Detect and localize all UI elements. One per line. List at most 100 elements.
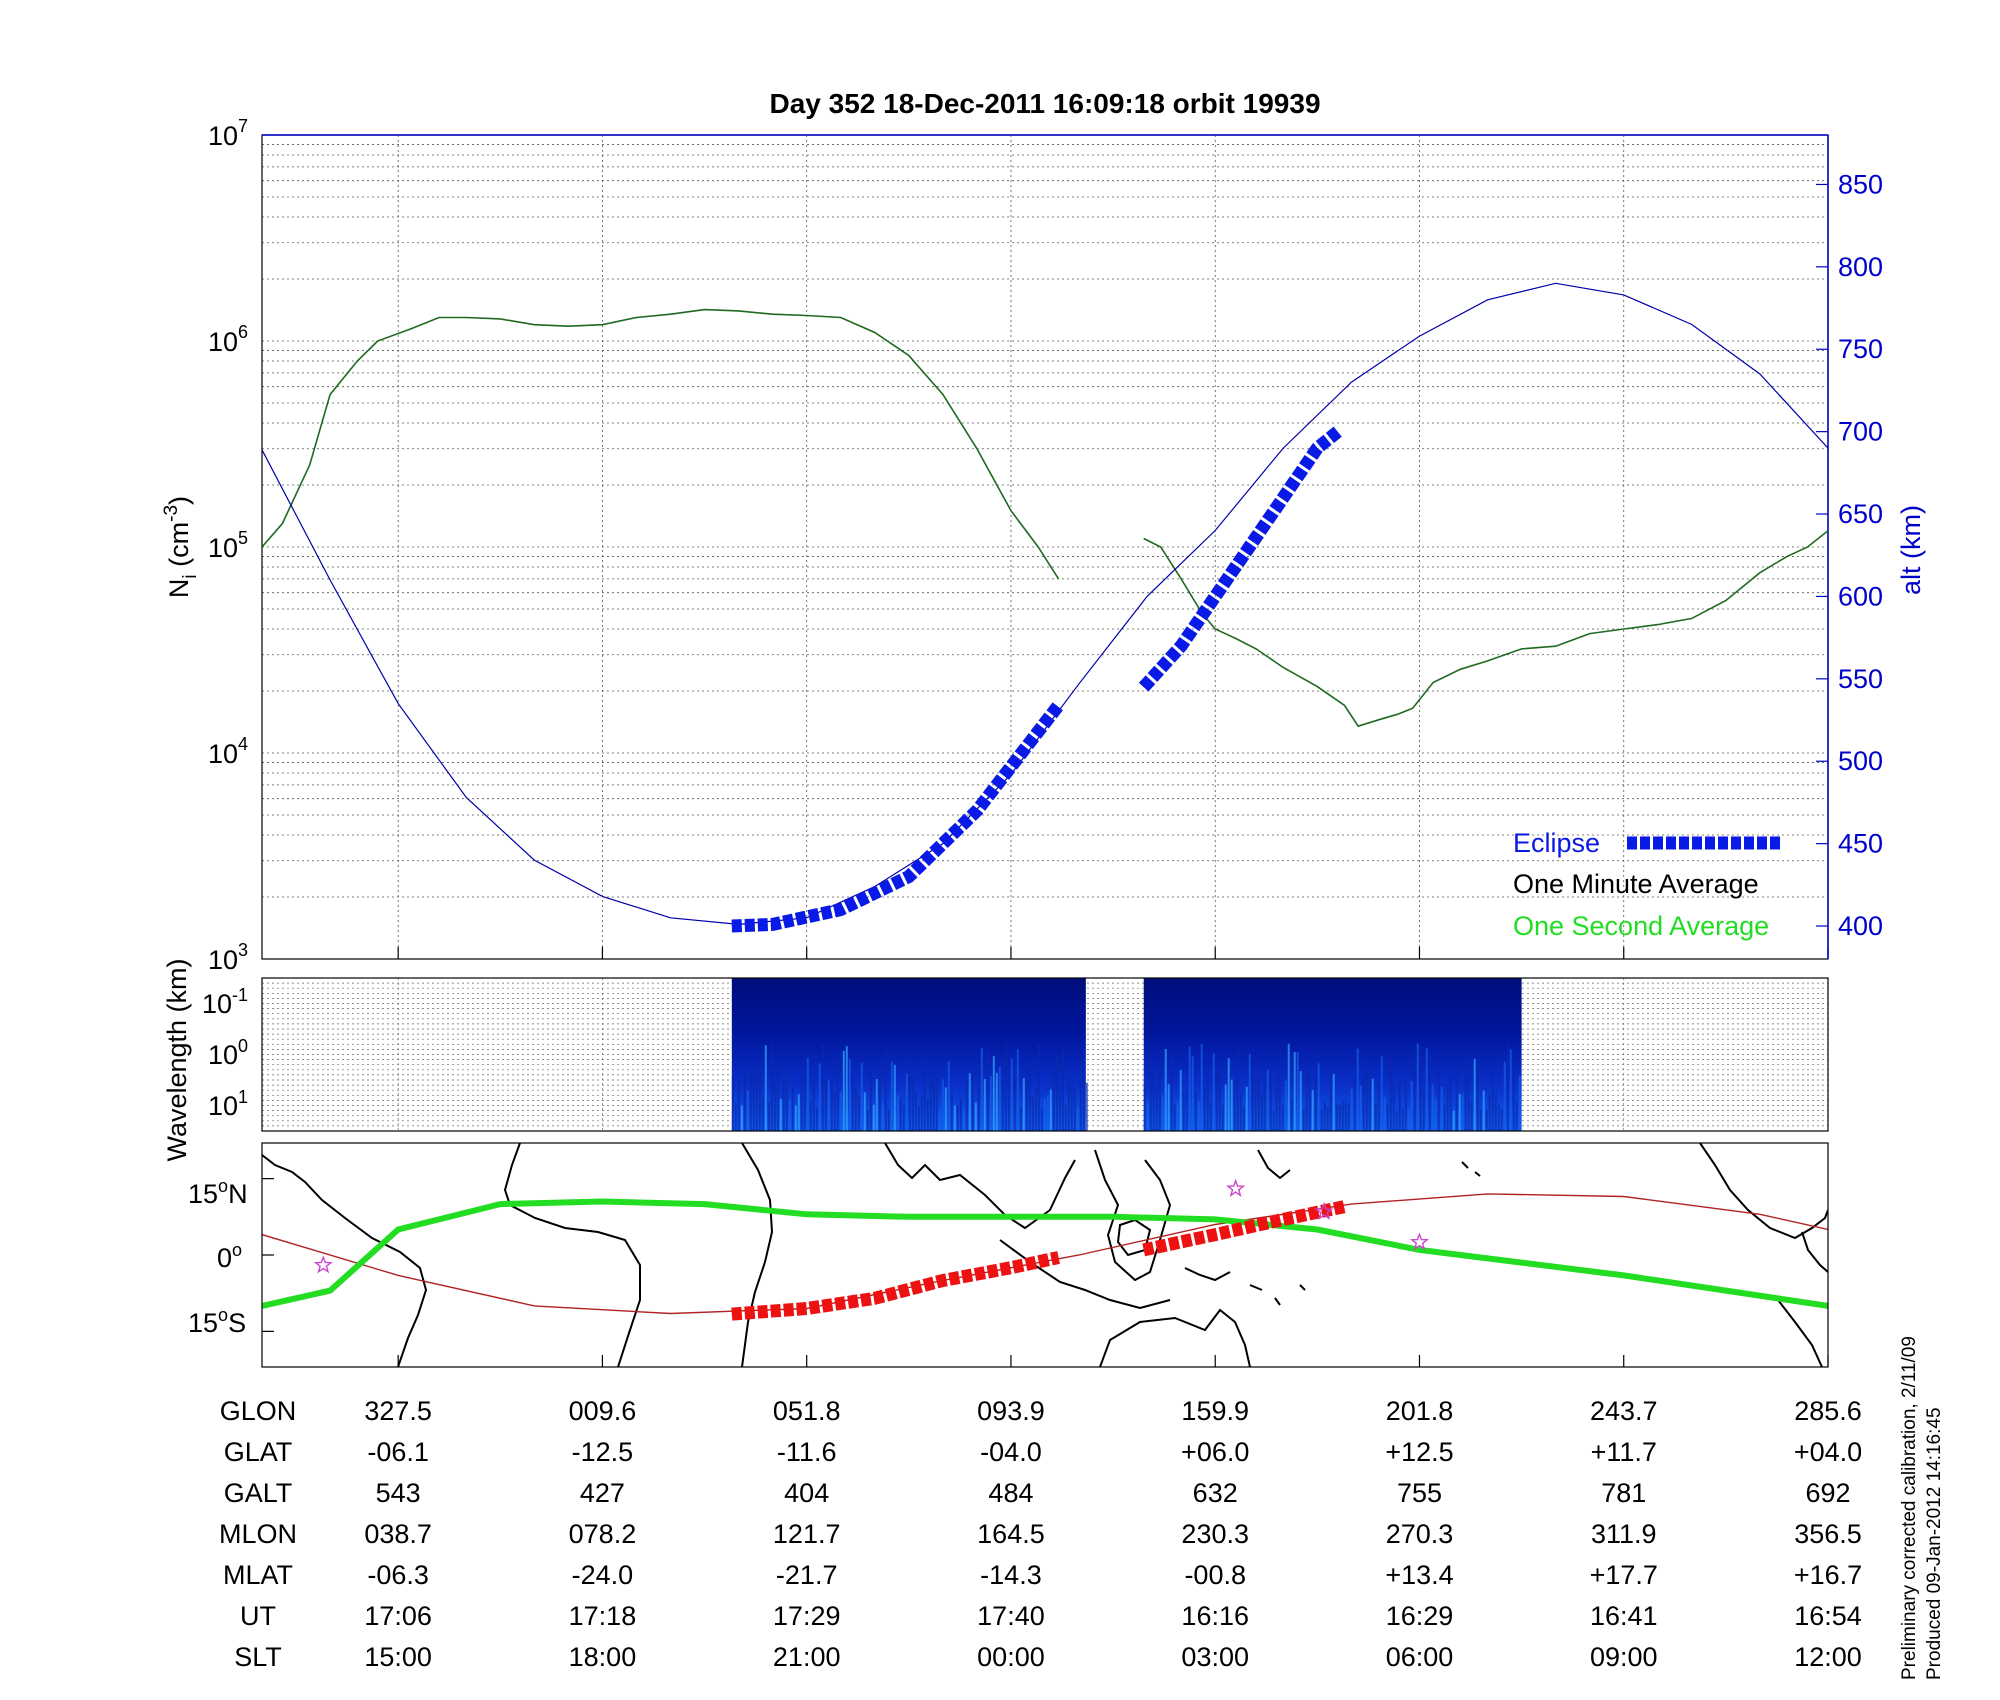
table-cell: +17.7 (1590, 1560, 1658, 1590)
spectrogram-streak (776, 1063, 779, 1131)
spectrogram (731, 978, 1522, 1131)
spectrogram-streak (1509, 1049, 1512, 1131)
orbit-parameter-table: GLON 327.5 009.6 051.8 093.9 159.9 201.8 243.7 2… (219, 1396, 1862, 1672)
map-panel-frame (261, 1142, 1829, 1368)
spectrogram-streak (962, 1108, 965, 1131)
spectrogram-streak (986, 1048, 989, 1131)
spectrogram-streak (1224, 1084, 1227, 1131)
footnote-line1: Preliminary corrected calibration, 2/11/… (1899, 1336, 1920, 1680)
spectrogram-streak (1242, 1107, 1245, 1131)
spectrogram-streak (1191, 1055, 1194, 1131)
spectrogram-streak (767, 1102, 770, 1131)
spectrogram-panel: 10-1 100 101 Wavelength (km) (162, 958, 1829, 1162)
table-cell: -11.6 (777, 1437, 837, 1467)
spectrogram-streak (1149, 1051, 1152, 1131)
spectrogram-streak (1206, 1072, 1209, 1131)
y-tick-label: 103 (208, 940, 248, 975)
spectrogram-streak (1410, 1080, 1413, 1131)
table-cell: 781 (1601, 1478, 1646, 1508)
table-cell: 16:41 (1590, 1601, 1658, 1631)
spectrogram-streak (791, 1086, 794, 1131)
table-cell: -04.0 (980, 1437, 1042, 1467)
table-cell: 18:00 (569, 1642, 637, 1672)
spectrogram-streak (1164, 1048, 1167, 1131)
spectrogram-streak (1290, 1099, 1293, 1131)
spectrogram-streak (1500, 1108, 1503, 1131)
spectrogram-streak (764, 1045, 767, 1131)
coastline-pacific-islands (1184, 1267, 1306, 1306)
track-eclipse-series (731, 1200, 1346, 1321)
spectrogram-streak (1398, 1060, 1401, 1131)
spectrogram-streak (908, 1051, 911, 1131)
spectrogram-streak (1311, 1090, 1314, 1131)
y2-axis-ticks: 850 800 750 700 650 600 550 500 450 400 (1816, 169, 1883, 941)
spectrogram-streak (854, 1088, 857, 1131)
spectrogram-streak (1028, 1063, 1031, 1131)
spectrogram-streak (911, 1076, 914, 1131)
spectrogram-streak (1284, 1080, 1287, 1131)
spectrogram-streak (1275, 1078, 1278, 1131)
spectrogram-streak (995, 1072, 998, 1131)
spectrogram-streak (1323, 1102, 1326, 1131)
spectrogram-streak (917, 1106, 920, 1131)
spectrogram-streak (956, 1105, 959, 1131)
spectrogram-streak (1419, 1045, 1422, 1131)
spectrogram-streak (1440, 1086, 1443, 1131)
spectrogram-streak (860, 1062, 863, 1131)
spectrogram-streak (1197, 1101, 1200, 1131)
table-cell: 051.8 (773, 1396, 841, 1426)
table-cell: 17:29 (773, 1601, 841, 1631)
table-cell: 09:00 (1590, 1642, 1658, 1672)
spectrogram-streak (1413, 1057, 1416, 1131)
coastline-southeast-asia (1094, 1149, 1172, 1282)
y-tick-label: 105 (208, 528, 248, 563)
spectrogram-streak (1203, 1087, 1206, 1131)
spectrogram-streak (1013, 1075, 1016, 1131)
star-markers (313, 1178, 1430, 1274)
spectrogram-streak (1236, 1048, 1239, 1131)
table-cell: +12.5 (1385, 1437, 1453, 1467)
spectrogram-streak (980, 1047, 983, 1131)
coastline-north-america (1699, 1143, 1828, 1240)
y-tick-label: 104 (208, 734, 248, 769)
table-cell: 16:29 (1386, 1601, 1454, 1631)
mid-y-ticks: 10-1 100 101 (202, 985, 248, 1121)
table-cell: 093.9 (977, 1396, 1045, 1426)
spectrogram-streak (1515, 1101, 1518, 1131)
table-cell: +16.7 (1794, 1560, 1862, 1590)
spectrogram-streak (1488, 1095, 1491, 1131)
table-cell: 17:06 (364, 1601, 432, 1631)
table-row-label: MLAT (223, 1560, 293, 1590)
spectrogram-streak (1404, 1079, 1407, 1131)
y2-tick-label: 450 (1838, 829, 1883, 859)
spectrogram-streak (929, 1067, 932, 1131)
spectrogram-streak (1278, 1067, 1281, 1131)
spectrogram-streak (1362, 1078, 1365, 1131)
spectrogram-streak (1425, 1047, 1428, 1131)
lat-tick-label: 0o (217, 1240, 242, 1273)
spectrogram-streak (1464, 1066, 1467, 1131)
spectrogram-streak (965, 1080, 968, 1131)
spectrogram-streak (1416, 1043, 1419, 1131)
table-cell: +04.0 (1794, 1437, 1862, 1467)
spectrogram-streak (863, 1092, 866, 1131)
spectrogram-streak (1353, 1078, 1356, 1131)
spectrogram-streak (998, 1066, 1001, 1131)
table-cell: 230.3 (1181, 1519, 1249, 1549)
spectrogram-streak (1293, 1052, 1296, 1131)
spectrogram-streak (785, 1072, 788, 1131)
spectrogram-streak (1281, 1104, 1284, 1131)
spectrogram-streak (1251, 1073, 1254, 1131)
spectrogram-streak (842, 1050, 845, 1131)
table-cell: 327.5 (364, 1396, 432, 1426)
table-row-label: GALT (224, 1478, 293, 1508)
spectrogram-streak (743, 1069, 746, 1131)
spectrogram-streak (1001, 1080, 1004, 1131)
table-cell: 00:00 (977, 1642, 1045, 1672)
spectrogram-streak (1476, 1065, 1479, 1131)
table-cell: 692 (1805, 1478, 1850, 1508)
spectrogram-streak (935, 1077, 938, 1131)
spectrogram-streak (1058, 1086, 1061, 1131)
spectrogram-streak (902, 1105, 905, 1131)
